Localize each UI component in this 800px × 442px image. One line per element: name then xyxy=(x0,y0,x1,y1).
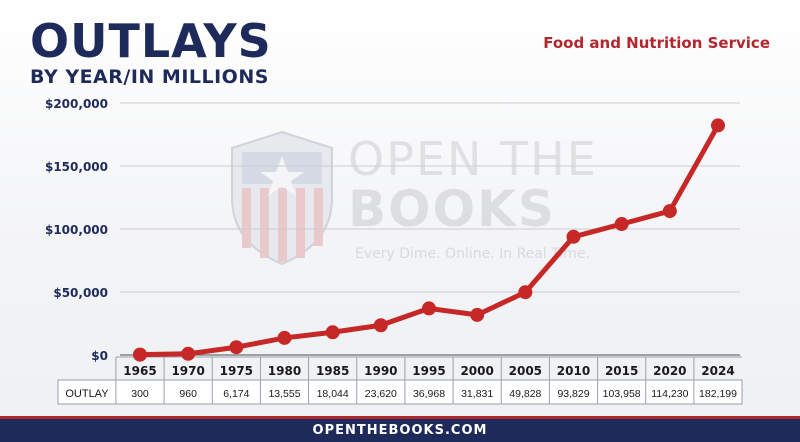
watermark-line2: BOOKS xyxy=(348,180,556,238)
table-value: 103,958 xyxy=(603,388,641,400)
x-tick-label: 1970 xyxy=(171,364,204,378)
x-tick-label: 1965 xyxy=(123,364,156,378)
table-row-label: OUTLAY xyxy=(65,388,109,400)
table-value: 13,555 xyxy=(268,388,300,400)
data-point xyxy=(470,307,485,322)
x-tick-label: 2024 xyxy=(701,364,734,378)
y-tick-label: $200,000 xyxy=(45,97,108,111)
footer-bar xyxy=(0,416,800,442)
y-axis-ticks: $0 $50,000 $100,000 $150,000 $200,000 xyxy=(45,97,108,363)
table-value: 31,831 xyxy=(461,388,493,400)
data-point xyxy=(325,325,340,340)
series-line xyxy=(133,118,725,362)
table-value: 23,620 xyxy=(365,388,397,400)
y-tick-label: $100,000 xyxy=(45,223,108,237)
shield-watermark-icon xyxy=(231,130,333,266)
data-point xyxy=(277,330,292,345)
table-value-row xyxy=(57,379,743,405)
footer-url[interactable]: OPENTHEBOOKS.COM xyxy=(312,423,488,438)
table-value: 300 xyxy=(131,388,149,400)
table-value: 114,230 xyxy=(651,388,688,400)
x-tick-label: 1980 xyxy=(268,364,301,378)
data-point xyxy=(662,204,677,219)
table-value: 182,199 xyxy=(699,388,737,400)
data-point xyxy=(373,318,388,333)
table-value: 960 xyxy=(179,388,197,400)
watermark-line1: OPEN THE xyxy=(348,132,598,186)
table-value: 93,829 xyxy=(557,388,589,400)
table-value: 36,968 xyxy=(413,388,445,400)
series-polyline xyxy=(137,122,721,358)
x-tick-label: 2010 xyxy=(557,364,590,378)
x-tick-label: 2000 xyxy=(460,364,493,378)
x-tick-label: 1990 xyxy=(364,364,397,378)
x-tick-label: 2020 xyxy=(653,364,686,378)
x-tick-label: 2015 xyxy=(605,364,638,378)
x-tick-label: 1985 xyxy=(316,364,349,378)
data-point xyxy=(181,346,196,361)
x-tick-label: 1995 xyxy=(412,364,445,378)
y-tick-label: $50,000 xyxy=(53,286,108,300)
chart-subtitle: BY YEAR/IN MILLIONS xyxy=(30,66,269,88)
chart-title: OUTLAYS xyxy=(30,14,272,68)
agency-label: Food and Nutrition Service xyxy=(543,34,770,52)
x-tick-label: 1975 xyxy=(220,364,253,378)
data-point xyxy=(229,340,244,355)
data-point xyxy=(422,301,436,316)
data-point xyxy=(518,285,533,300)
y-tick-label: $150,000 xyxy=(45,160,108,174)
watermark-tagline: Every Dime. Online. In Real Time. xyxy=(355,246,590,262)
table-value: 49,828 xyxy=(509,388,541,400)
table-value: 18,044 xyxy=(317,388,349,400)
y-tick-label: $0 xyxy=(91,349,108,363)
data-table: 1965 300 1970 960 1975 6,174 1980 13,555 1985 18,… xyxy=(57,356,743,405)
table-value: 6,174 xyxy=(223,388,249,400)
data-point xyxy=(133,347,147,362)
data-point xyxy=(711,118,725,133)
grid-lines xyxy=(120,102,740,356)
data-point xyxy=(566,229,581,244)
data-point xyxy=(614,217,629,232)
x-tick-label: 2005 xyxy=(509,364,542,378)
